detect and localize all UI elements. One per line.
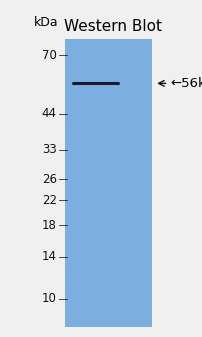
Text: 22: 22 xyxy=(42,194,57,207)
Text: ←56kDa: ←56kDa xyxy=(170,77,202,90)
Text: 26: 26 xyxy=(42,173,57,186)
Text: kDa: kDa xyxy=(34,16,59,29)
Text: 70: 70 xyxy=(42,49,57,62)
Text: 44: 44 xyxy=(42,107,57,120)
Text: 10: 10 xyxy=(42,293,57,305)
Bar xyxy=(65,39,152,327)
Text: Western Blot: Western Blot xyxy=(63,19,161,34)
Text: 18: 18 xyxy=(42,219,57,232)
Text: 33: 33 xyxy=(42,143,57,156)
Text: 14: 14 xyxy=(42,250,57,263)
